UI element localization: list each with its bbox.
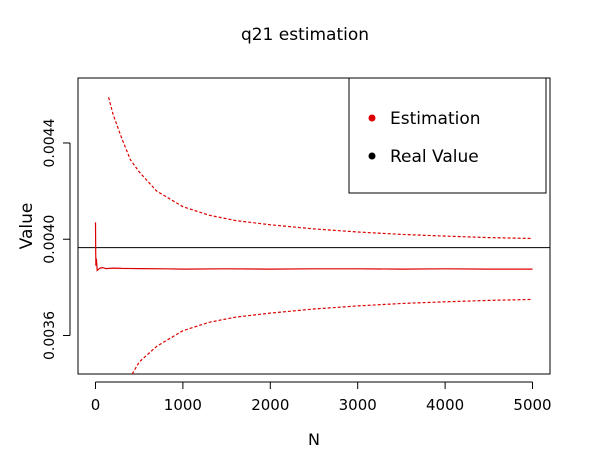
legend-real-value-label: Real Value <box>390 147 479 167</box>
x-tick-label: 5000 <box>513 396 551 414</box>
legend-real-value-marker <box>368 152 376 160</box>
y-tick-label: 0.0044 <box>42 118 58 167</box>
x-tick-label: 4000 <box>426 396 464 414</box>
estimation-line <box>94 222 533 272</box>
x-axis-label: N <box>308 430 320 449</box>
plot-frame <box>77 77 551 375</box>
y-tick-label: 0.0036 <box>42 311 58 360</box>
x-tick-label: 1000 <box>164 396 202 414</box>
upper-bound-line <box>108 97 533 240</box>
x-tick-label: 3000 <box>339 396 377 414</box>
legend-estimation-marker <box>368 114 376 122</box>
legend-box <box>348 77 547 194</box>
y-tick-label: 0.0040 <box>42 215 58 264</box>
legend: Estimation Real Value <box>348 77 547 194</box>
data-layer <box>78 97 550 374</box>
legend-estimation-label: Estimation <box>390 109 481 129</box>
lower-bound-line <box>131 298 533 374</box>
chart-title: q21 estimation <box>241 25 369 45</box>
x-tick-label: 0 <box>91 396 101 414</box>
clipped-series-group <box>78 97 550 374</box>
x-tick-label: 2000 <box>251 396 289 414</box>
axes-layer: 0 1000 2000 3000 4000 5000 0.0036 0.0040 0.0044 <box>42 118 552 414</box>
y-axis-label: Value <box>17 203 37 250</box>
